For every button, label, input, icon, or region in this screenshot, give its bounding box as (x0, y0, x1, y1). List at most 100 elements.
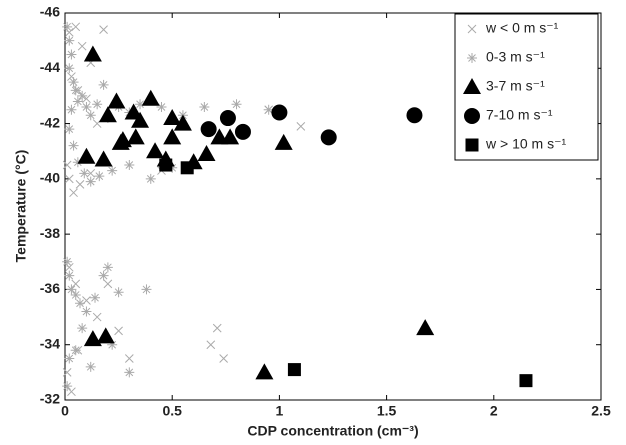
x-marker (467, 24, 477, 34)
asterisk-marker (64, 124, 75, 135)
asterisk-marker (79, 168, 90, 179)
asterisk-marker (135, 99, 146, 110)
x-marker (86, 168, 96, 178)
triangle-marker (163, 109, 182, 126)
square-marker (519, 374, 533, 388)
asterisk-marker (66, 284, 77, 295)
asterisk-marker (102, 262, 113, 273)
x-marker (71, 22, 81, 32)
triangle-marker (221, 128, 240, 145)
x-marker (92, 312, 102, 322)
triangle-marker (141, 89, 160, 106)
asterisk-marker (124, 367, 135, 378)
asterisk-marker (64, 35, 75, 46)
triangle-marker (77, 147, 96, 164)
triangle-marker (94, 150, 113, 167)
asterisk-marker (98, 79, 109, 90)
y-tick-label: -42 (40, 114, 60, 130)
triangle-marker (111, 133, 130, 150)
asterisk-marker (75, 298, 86, 309)
x-marker (67, 72, 76, 81)
square-marker (287, 363, 301, 377)
asterisk-marker (77, 323, 88, 334)
triangle-marker (96, 327, 115, 344)
asterisk-marker (231, 99, 242, 110)
asterisk-marker (90, 292, 101, 303)
asterisk-marker (263, 104, 274, 115)
triangle-marker (416, 319, 435, 336)
legend-label: 0-3 m s⁻¹ (486, 49, 545, 65)
asterisk-marker (98, 270, 109, 281)
square-marker (180, 161, 194, 175)
y-tick-label: -46 (40, 4, 60, 20)
x-tick-label: 1 (276, 403, 284, 419)
legend-label: 7-10 m s⁻¹ (486, 107, 553, 123)
asterisk-marker (94, 171, 105, 182)
x-marker (62, 368, 72, 377)
y-tick-label: -34 (40, 335, 60, 351)
x-axis-label: CDP concentration (cm⁻³) (247, 423, 418, 439)
x-marker (64, 174, 74, 184)
y-tick-label: -40 (40, 170, 60, 186)
circle-marker (271, 104, 288, 121)
asterisk-marker (64, 353, 75, 364)
asterisk-marker (85, 361, 96, 372)
asterisk-marker (77, 90, 88, 101)
triangle-marker (146, 142, 165, 159)
x-tick-label: 2.5 (591, 403, 611, 419)
circle-marker (464, 108, 480, 124)
triangle-marker (255, 363, 274, 380)
asterisk-marker (66, 104, 77, 115)
x-tick-label: 1.5 (377, 403, 397, 419)
asterisk-marker (113, 287, 124, 298)
x-marker (64, 262, 74, 272)
x-marker (103, 279, 113, 289)
circle-marker (320, 129, 337, 146)
asterisk-marker (467, 53, 477, 63)
square-marker (465, 138, 479, 152)
x-marker (206, 340, 216, 350)
x-marker (77, 41, 87, 51)
y-tick-label: -32 (40, 391, 60, 407)
triangle-marker (197, 144, 216, 161)
asterisk-marker (156, 101, 167, 112)
x-marker (75, 180, 85, 189)
asterisk-marker (62, 21, 73, 32)
y-tick-label: -44 (40, 59, 60, 75)
x-marker (124, 354, 134, 363)
square-marker (159, 158, 173, 172)
legend-label: 3-7 m s⁻¹ (486, 78, 545, 94)
asterisk-marker (68, 77, 79, 88)
triangle-marker (107, 92, 126, 109)
x-tick-label: 0 (61, 403, 69, 419)
triangle-marker (83, 330, 102, 347)
triangle-marker (83, 45, 102, 62)
asterisk-marker (62, 381, 73, 392)
x-marker (212, 323, 222, 333)
legend-label: w < 0 m s⁻¹ (485, 20, 559, 36)
asterisk-marker (62, 256, 73, 267)
asterisk-marker (145, 173, 156, 184)
x-marker (62, 160, 72, 170)
asterisk-marker (107, 339, 118, 350)
asterisk-marker (66, 49, 77, 60)
triangle-marker (463, 78, 481, 94)
asterisk-marker (107, 165, 118, 176)
x-marker (99, 25, 108, 34)
y-axis-label: Temperature (°C) (13, 150, 29, 263)
triangle-marker (173, 114, 192, 131)
asterisk-marker (85, 176, 96, 187)
triangle-marker (98, 106, 117, 123)
asterisk-marker (72, 157, 83, 168)
asterisk-marker (64, 270, 75, 281)
asterisk-marker (70, 289, 81, 300)
asterisk-marker (68, 140, 79, 151)
asterisk-marker (70, 85, 81, 96)
legend-label: w > 10 m s⁻¹ (485, 136, 566, 152)
asterisk-marker (81, 306, 92, 317)
x-marker (69, 188, 78, 198)
triangle-marker (126, 128, 145, 145)
triangle-marker (274, 133, 293, 150)
asterisk-marker (70, 345, 81, 356)
